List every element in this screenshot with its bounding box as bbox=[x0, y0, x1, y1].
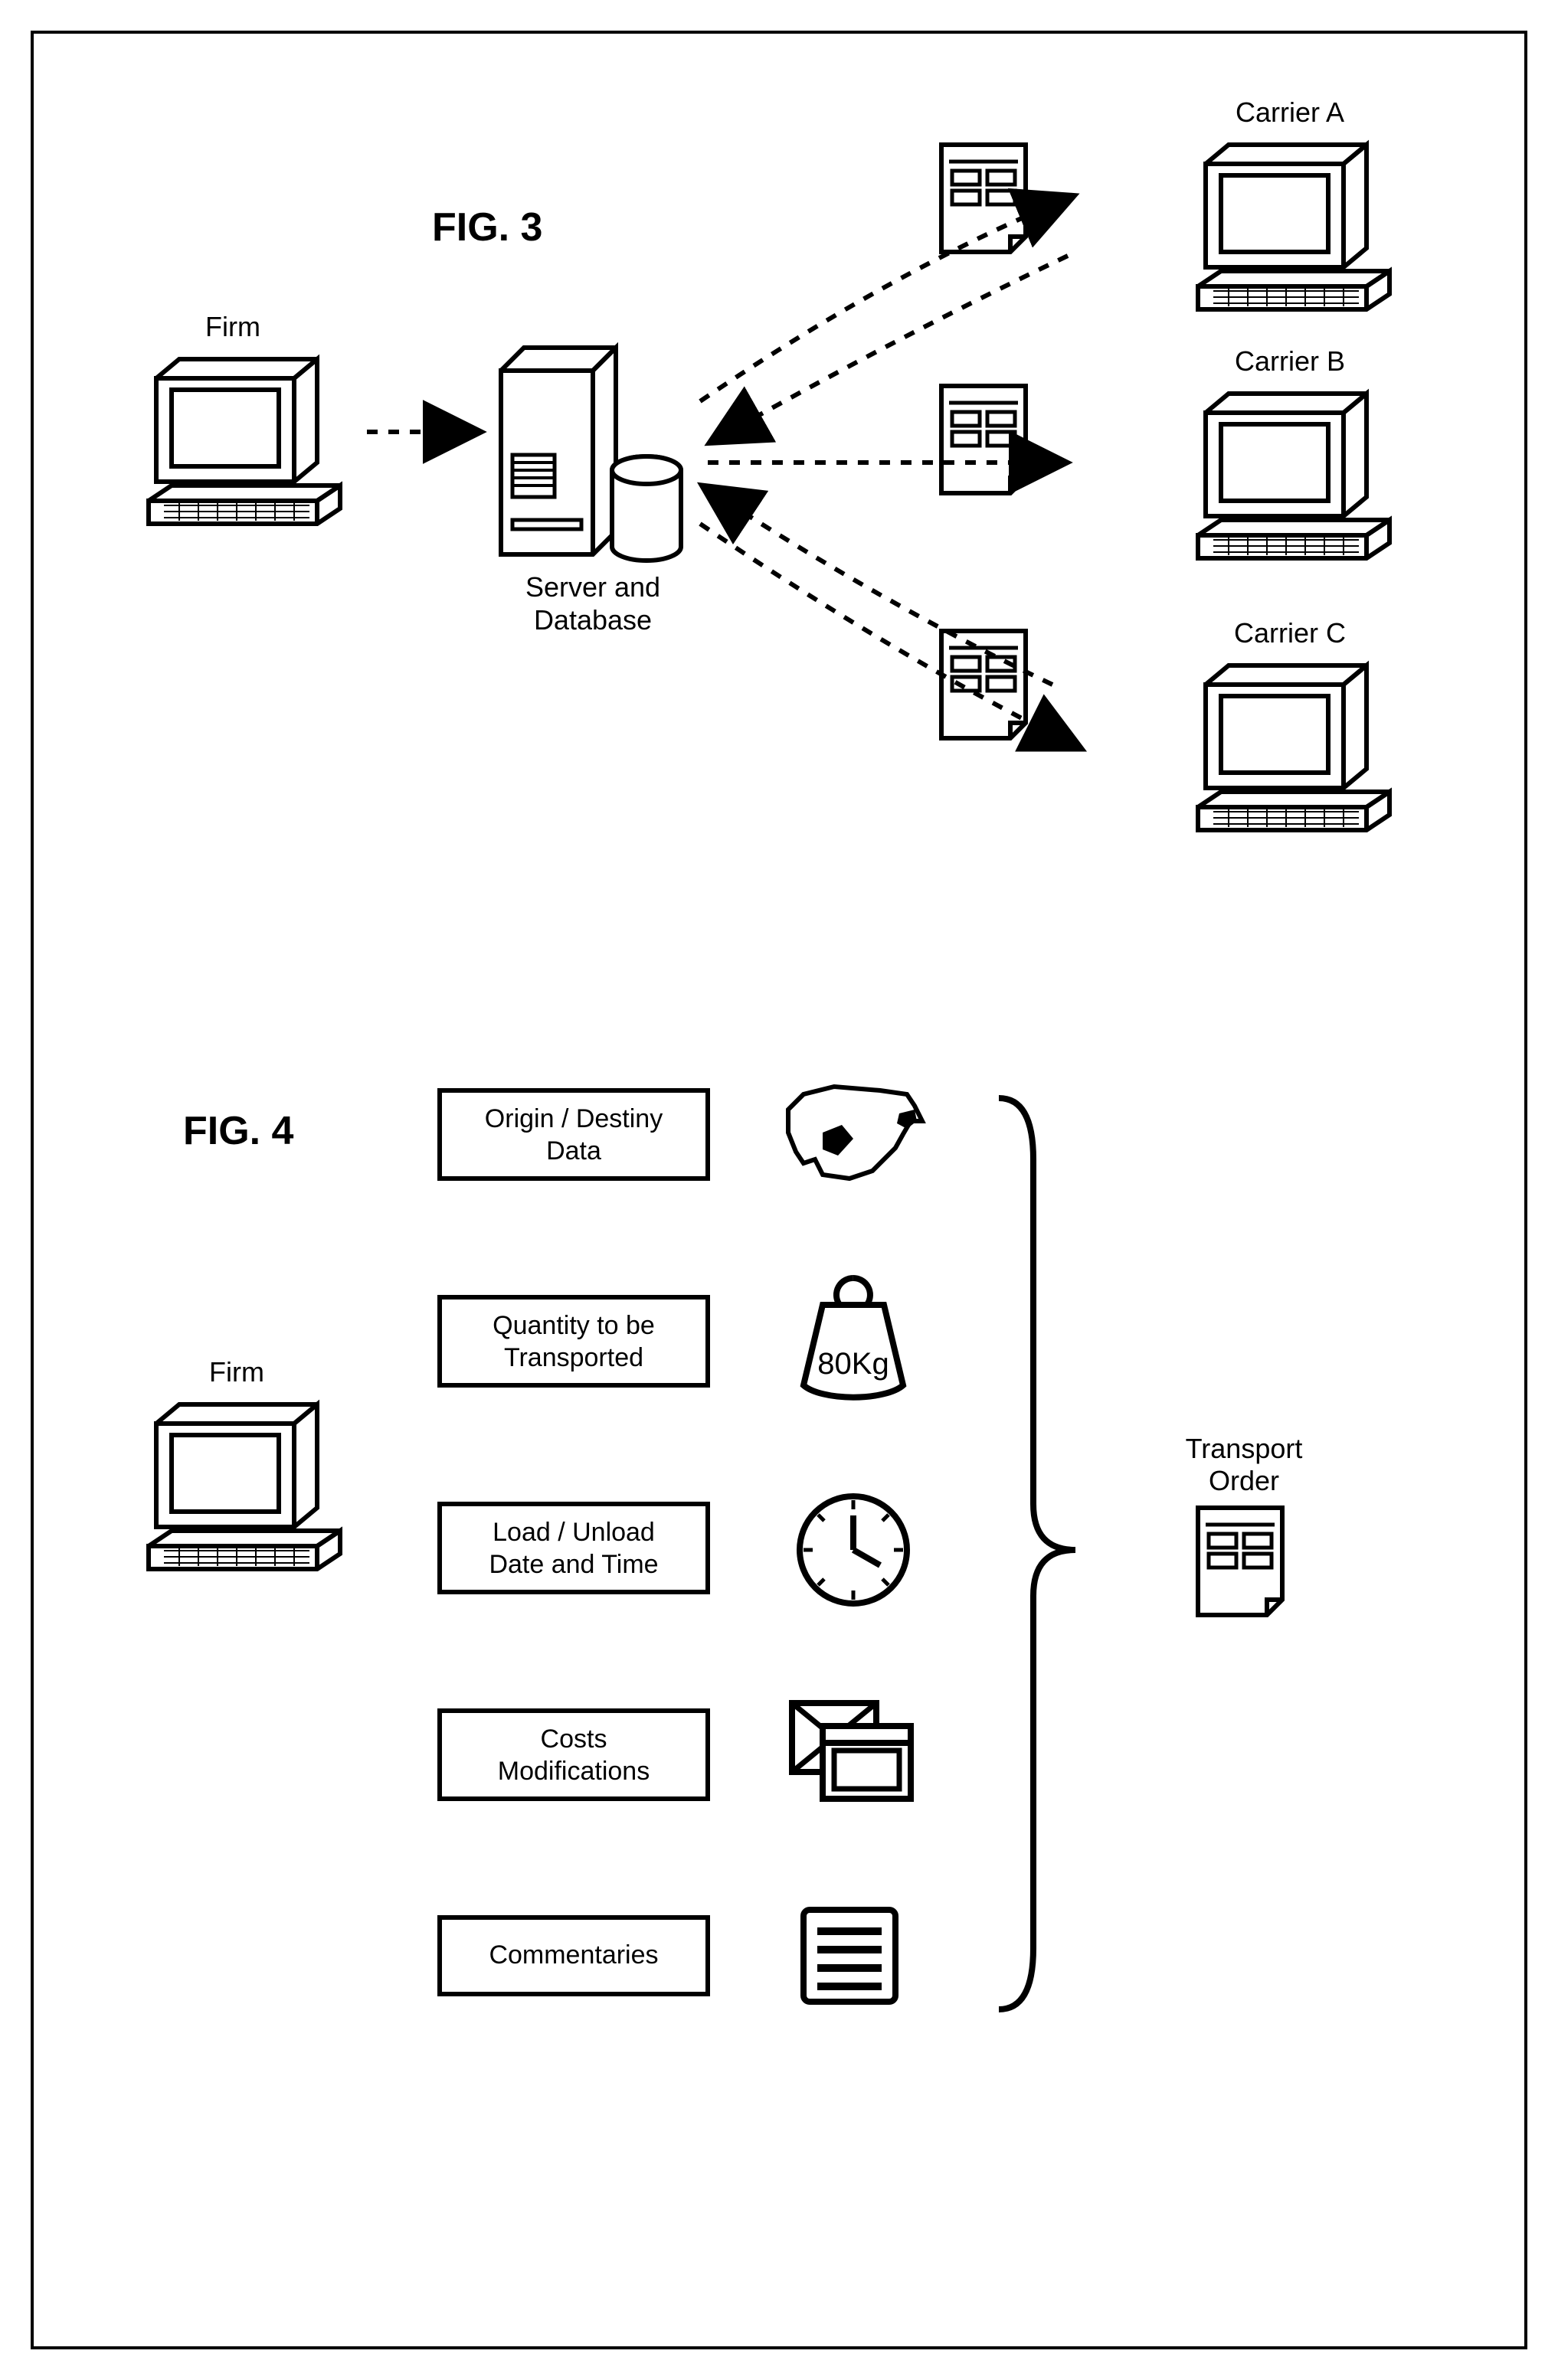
doc-c-icon bbox=[941, 631, 1026, 738]
clock-icon bbox=[800, 1496, 907, 1604]
fig4-firm-computer-icon bbox=[149, 1404, 340, 1569]
carrier-a-label: Carrier A bbox=[1236, 96, 1344, 128]
carrier-c-label: Carrier C bbox=[1234, 617, 1346, 649]
fig4-title: FIG. 4 bbox=[183, 1109, 294, 1153]
fig4-group: FIG. 4 Firm Origin / Destiny Data Quanti… bbox=[149, 1087, 1302, 2009]
map-icon bbox=[788, 1087, 922, 1179]
page-container: FIG. 3 Firm Server and Database Carrier … bbox=[31, 31, 1527, 2349]
fig3-group: FIG. 3 Firm Server and Database Carrier … bbox=[149, 96, 1389, 830]
carrier-b-label: Carrier B bbox=[1235, 345, 1345, 377]
carrier-c-computer-icon bbox=[1198, 665, 1389, 830]
doc-b-icon bbox=[941, 386, 1026, 493]
brace-icon bbox=[999, 1098, 1075, 2009]
box-date-l2: Date and Time bbox=[489, 1550, 658, 1579]
weight-label: 80Kg bbox=[817, 1347, 889, 1381]
windows-icon bbox=[792, 1703, 911, 1799]
server-label-1: Server and bbox=[525, 571, 660, 603]
box-qty-l1: Quantity to be bbox=[493, 1311, 655, 1340]
server-label-2: Database bbox=[534, 604, 652, 636]
box-origin-l2: Data bbox=[546, 1136, 601, 1165]
fig4-firm-label: Firm bbox=[209, 1356, 264, 1388]
box-qty-l2: Transported bbox=[504, 1343, 643, 1372]
carrier-a-computer-icon bbox=[1198, 145, 1389, 309]
box-comments-l1: Commentaries bbox=[489, 1940, 658, 1970]
transport-order-doc-icon bbox=[1198, 1508, 1282, 1615]
transport-order-l1: Transport bbox=[1186, 1433, 1303, 1464]
lines-icon bbox=[804, 1910, 895, 2002]
transport-order-l2: Order bbox=[1209, 1465, 1279, 1496]
box-date-l1: Load / Unload bbox=[493, 1518, 655, 1547]
firm-computer-icon bbox=[149, 359, 340, 524]
box-costs-l1: Costs bbox=[541, 1725, 607, 1754]
box-costs-l2: Modifications bbox=[498, 1757, 650, 1786]
fig3-title: FIG. 3 bbox=[432, 205, 542, 250]
box-origin-l1: Origin / Destiny bbox=[485, 1104, 663, 1133]
fig3-firm-label: Firm bbox=[205, 311, 260, 342]
server-icon bbox=[501, 348, 681, 561]
diagram-svg: FIG. 3 Firm Server and Database Carrier … bbox=[64, 80, 1489, 2300]
carrier-b-computer-icon bbox=[1198, 394, 1389, 558]
